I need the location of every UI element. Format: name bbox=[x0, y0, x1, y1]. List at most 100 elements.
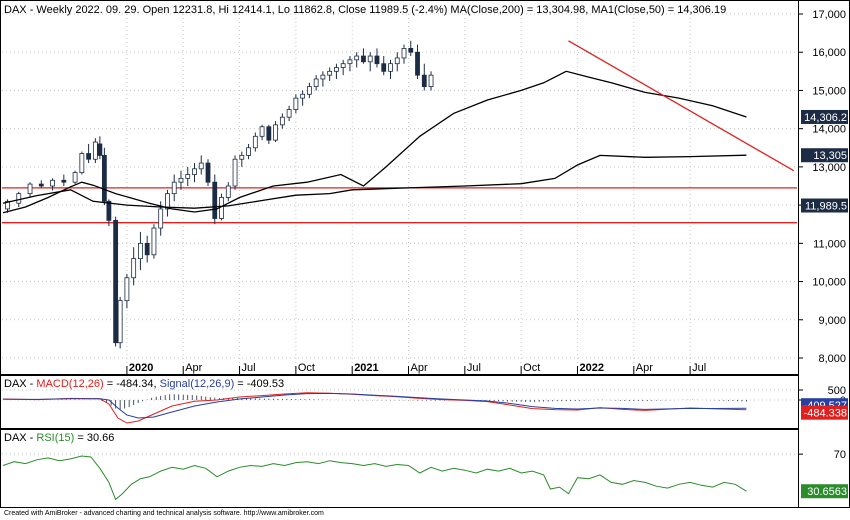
rsi-header: DAX - RSI(15) = 30.66 bbox=[4, 432, 114, 444]
resistance-trendline bbox=[568, 40, 795, 172]
candle-body bbox=[408, 48, 414, 53]
candle-body bbox=[374, 55, 380, 65]
candle-body bbox=[72, 172, 78, 183]
moving-averages bbox=[2, 70, 747, 214]
candle-body bbox=[320, 74, 326, 80]
candle-body bbox=[86, 153, 92, 160]
x-tick-label: Apr bbox=[411, 362, 428, 374]
macd-line bbox=[2, 392, 747, 424]
candle-body bbox=[138, 242, 143, 260]
price-value-tag-bg bbox=[801, 109, 848, 124]
candle-body bbox=[50, 179, 55, 187]
candle-body bbox=[131, 258, 137, 279]
x-tick-label: Apr bbox=[636, 362, 653, 374]
y-tick-label: 9,000 bbox=[818, 315, 846, 327]
candle-body bbox=[361, 55, 366, 63]
rsi-value-tag: 30.6563 bbox=[807, 486, 847, 498]
candle-body bbox=[124, 277, 130, 302]
value-tags: 14,306.213,30511,989.5-409.527-484.33830… bbox=[801, 109, 848, 499]
footer-credit: Created with AmiBroker - advanced charti… bbox=[4, 510, 324, 517]
candle-body bbox=[401, 48, 407, 59]
x-tick-label: 2021 bbox=[354, 362, 378, 374]
candle-body bbox=[388, 63, 393, 72]
price-value-tag: 11,989.5 bbox=[805, 201, 847, 213]
macd-tick-label: 500 bbox=[828, 385, 846, 397]
candle-body bbox=[165, 193, 170, 210]
x-tick-label: Jul bbox=[467, 362, 481, 374]
y-tick-label: 8,000 bbox=[818, 353, 846, 365]
rsi-tick-label: 70 bbox=[834, 449, 846, 461]
candle-body bbox=[266, 126, 272, 141]
macd-header: DAX - MACD(12,26) = -484.34, Signal(12,2… bbox=[4, 378, 284, 390]
rsi-value-tag-bg bbox=[801, 484, 848, 499]
candle-body bbox=[79, 153, 85, 174]
price-value-tag-bg bbox=[801, 148, 848, 163]
y-tick-label: 16,000 bbox=[812, 47, 846, 59]
axis-frame bbox=[798, 0, 850, 508]
candle-body bbox=[340, 63, 346, 68]
x-tick-label: Apr bbox=[185, 362, 202, 374]
x-tick-label: Jul bbox=[692, 362, 706, 374]
candle-body bbox=[421, 74, 427, 88]
candle-body bbox=[97, 143, 103, 156]
candle-body bbox=[158, 208, 164, 229]
candle-body bbox=[347, 59, 353, 65]
ma50-line bbox=[2, 70, 747, 214]
price-value-tag: 14,306.2 bbox=[804, 112, 847, 124]
candle-body bbox=[313, 78, 319, 88]
price-value-tag: 13,305 bbox=[813, 150, 847, 162]
candle-body bbox=[273, 124, 278, 141]
candle-body bbox=[92, 141, 98, 160]
candle-body bbox=[198, 162, 204, 170]
candle-body bbox=[178, 177, 184, 183]
candle-body bbox=[286, 109, 292, 118]
candle-body bbox=[16, 193, 22, 204]
candle-body bbox=[239, 155, 245, 160]
x-tick-label: Oct bbox=[523, 362, 540, 374]
candle-body bbox=[225, 185, 231, 198]
candle-body bbox=[293, 97, 299, 110]
y-tick-label: 15,000 bbox=[812, 85, 846, 97]
price-value-tag-bg bbox=[801, 198, 848, 213]
y-tick-label: 11,000 bbox=[813, 238, 846, 250]
candle-body bbox=[5, 200, 10, 210]
trendline bbox=[568, 40, 795, 172]
price-header: DAX - Weekly 2022. 09. 29. Open 12231.8,… bbox=[4, 4, 726, 16]
candle-body bbox=[394, 57, 400, 65]
candle-body bbox=[246, 147, 251, 156]
y-axis-ticks: 17,00016,00015,00014,00013,00012,00011,0… bbox=[798, 9, 846, 461]
signal-line bbox=[2, 392, 747, 419]
candle-body bbox=[327, 70, 333, 76]
candle-body bbox=[113, 219, 119, 344]
candle-body bbox=[192, 168, 197, 175]
candle-body bbox=[27, 183, 33, 195]
candle-body bbox=[185, 174, 191, 179]
candle-body bbox=[151, 227, 157, 256]
grid bbox=[2, 13, 797, 455]
x-tick-label: 2022 bbox=[579, 362, 603, 374]
support-lines bbox=[2, 187, 797, 224]
rsi-line bbox=[2, 455, 747, 501]
candle-body bbox=[381, 63, 387, 72]
candle-body bbox=[354, 55, 360, 61]
candle-body bbox=[279, 116, 285, 126]
candle-body bbox=[334, 67, 339, 72]
y-tick-label: 13,000 bbox=[812, 162, 846, 174]
candle-body bbox=[259, 126, 265, 137]
x-tick-label: Jul bbox=[242, 362, 256, 374]
candle-body bbox=[38, 183, 44, 187]
candle-body bbox=[306, 86, 312, 95]
x-axis-ticks: 2020 Apr Jul Oct 2021 Apr Jul Oct 2022 Apr Jul bbox=[126, 362, 706, 374]
y-tick-label: 17,000 bbox=[812, 9, 846, 21]
y-tick-label: 10,000 bbox=[812, 277, 846, 289]
candle-body bbox=[300, 93, 306, 99]
candles bbox=[5, 40, 434, 349]
candle-body bbox=[428, 74, 434, 88]
candle-body bbox=[117, 300, 123, 344]
candle-body bbox=[205, 162, 211, 183]
candle-body bbox=[232, 158, 238, 187]
candle-body bbox=[367, 55, 373, 63]
rsi-line bbox=[2, 455, 747, 501]
x-tick-label: 2020 bbox=[129, 362, 153, 374]
